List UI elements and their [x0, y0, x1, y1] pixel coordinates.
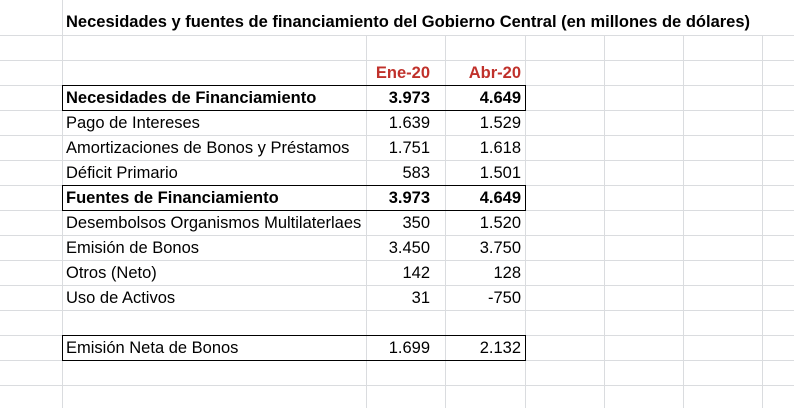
- needs-row-border: [62, 85, 526, 111]
- row-value-abr[interactable]: 1.618: [479, 139, 521, 157]
- sources-row-border: [62, 185, 526, 211]
- gridline: [0, 310, 794, 311]
- row-value-ene[interactable]: 350: [402, 214, 430, 232]
- row-value-ene[interactable]: 1.699: [388, 339, 430, 357]
- gridline: [0, 385, 794, 386]
- row-label[interactable]: Desembolsos Organismos Multilaterlaes: [66, 214, 362, 232]
- gridline: [683, 0, 684, 408]
- row-label[interactable]: Pago de Intereses: [66, 114, 200, 132]
- gridline: [0, 260, 794, 261]
- gridline: [445, 0, 446, 408]
- row-value-ene[interactable]: 583: [402, 164, 430, 182]
- sheet-title[interactable]: Necesidades y fuentes de financiamiento …: [66, 13, 751, 31]
- gridline: [0, 160, 794, 161]
- row-label-needs[interactable]: Necesidades de Financiamiento: [66, 89, 317, 107]
- row-value-ene[interactable]: 142: [402, 264, 430, 282]
- column-header-ene-20[interactable]: Ene-20: [375, 64, 430, 82]
- gridline: [604, 0, 605, 408]
- row-value-ene[interactable]: 1.751: [388, 139, 430, 157]
- gridline: [366, 0, 367, 408]
- gridline: [0, 135, 794, 136]
- title-cell-bg: [63, 0, 794, 35]
- gridline: [762, 0, 763, 408]
- row-value-abr[interactable]: -750: [487, 289, 521, 307]
- row-value-ene[interactable]: 3.973: [388, 189, 430, 207]
- row-label[interactable]: Amortizaciones de Bonos y Préstamos: [66, 139, 350, 157]
- gridline: [0, 235, 794, 236]
- row-value-ene[interactable]: 3.973: [388, 89, 430, 107]
- row-value-abr[interactable]: 1.520: [479, 214, 521, 232]
- column-header-abr-20[interactable]: Abr-20: [468, 64, 521, 82]
- row-value-abr[interactable]: 2.132: [479, 339, 521, 357]
- row-value-abr[interactable]: 4.649: [479, 89, 521, 107]
- gridline: [0, 35, 794, 36]
- row-value-abr[interactable]: 3.750: [479, 239, 521, 257]
- row-label[interactable]: Uso de Activos: [66, 289, 176, 307]
- row-value-ene[interactable]: 1.639: [388, 114, 430, 132]
- net-row-border: [62, 335, 526, 361]
- row-value-abr[interactable]: 128: [493, 264, 521, 282]
- row-value-abr[interactable]: 4.649: [479, 189, 521, 207]
- gridline: [0, 285, 794, 286]
- gridline: [0, 60, 794, 61]
- row-label-net[interactable]: Emisión Neta de Bonos: [66, 339, 239, 357]
- row-value-abr[interactable]: 1.501: [479, 164, 521, 182]
- row-label[interactable]: Otros (Neto): [66, 264, 157, 282]
- row-label-sources[interactable]: Fuentes de Financiamiento: [66, 189, 279, 207]
- row-value-abr[interactable]: 1.529: [479, 114, 521, 132]
- row-label[interactable]: Emisión de Bonos: [66, 239, 199, 257]
- row-label[interactable]: Déficit Primario: [66, 164, 178, 182]
- row-value-ene[interactable]: 31: [411, 289, 430, 307]
- row-value-ene[interactable]: 3.450: [388, 239, 430, 257]
